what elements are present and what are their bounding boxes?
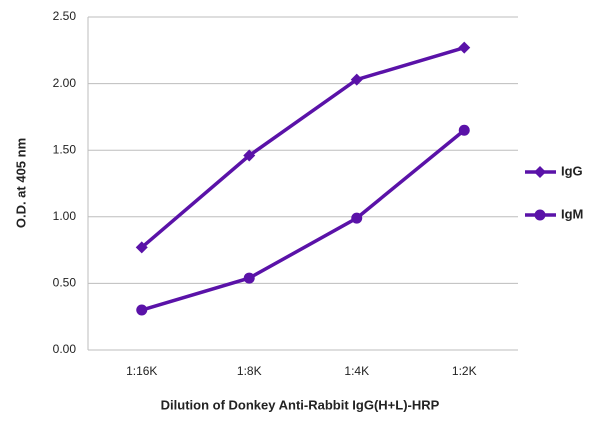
- line: [141, 128, 466, 312]
- y-tick-label: 0.00: [53, 342, 77, 356]
- marker: [136, 304, 148, 316]
- marker: [243, 149, 256, 162]
- legend-label: IgM: [561, 206, 583, 221]
- y-tick-label: 2.50: [53, 9, 77, 23]
- y-axis-title: O.D. at 405 nm: [13, 138, 28, 228]
- x-tick-label: 1:2K: [452, 364, 477, 378]
- marker: [135, 241, 148, 254]
- x-axis-title: Dilution of Donkey Anti-Rabbit IgG(H+L)-…: [161, 397, 440, 412]
- y-tick-label: 2.00: [53, 76, 77, 90]
- line: [140, 45, 465, 249]
- x-tick-label: 1:16K: [126, 364, 157, 378]
- y-tick-label: 1.00: [53, 209, 77, 223]
- marker: [458, 124, 470, 136]
- marker: [534, 166, 546, 178]
- marker: [350, 73, 363, 86]
- x-tick-label: 1:8K: [237, 364, 262, 378]
- y-tick-label: 0.50: [53, 276, 77, 290]
- marker: [243, 272, 255, 284]
- marker: [351, 212, 363, 224]
- marker: [534, 209, 546, 221]
- legend-label: IgG: [561, 163, 583, 178]
- x-tick-label: 1:4K: [344, 364, 369, 378]
- y-tick-label: 1.50: [53, 142, 77, 156]
- marker: [458, 41, 471, 54]
